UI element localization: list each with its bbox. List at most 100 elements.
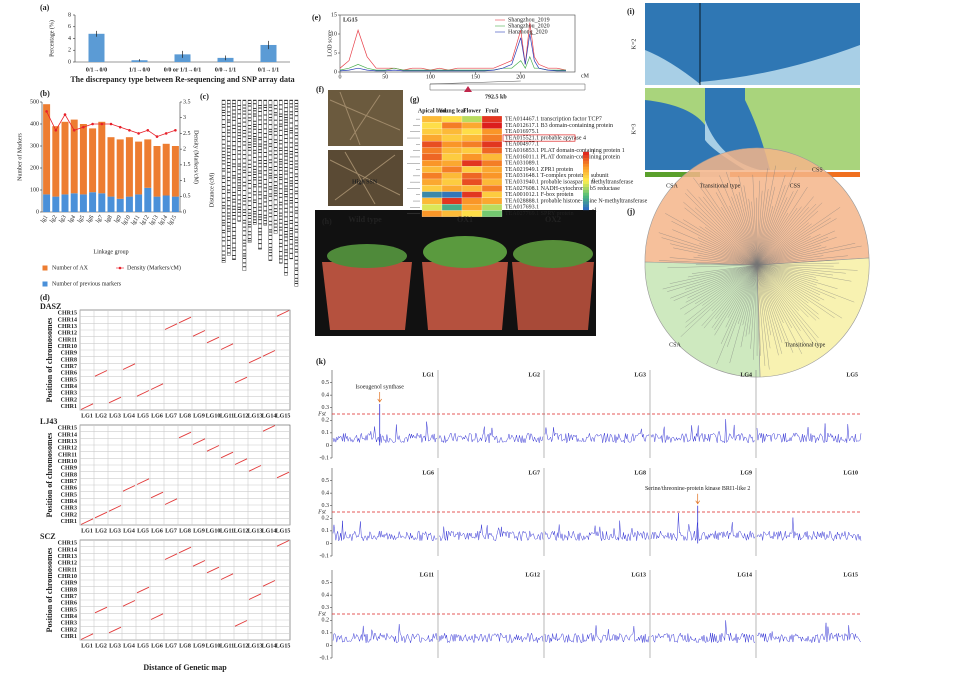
marker-tick — [279, 196, 283, 198]
colorbar-step — [583, 175, 589, 179]
x-tick-label: lg9 — [114, 214, 123, 224]
marker-tick — [258, 239, 262, 241]
branch — [667, 264, 758, 268]
marker-tick — [248, 128, 252, 130]
marker-tick — [268, 100, 272, 101]
marker-tick — [232, 205, 236, 207]
marker-tick — [263, 141, 267, 143]
row-label: TEA016853.1 PLAT domain-containing prote… — [505, 148, 625, 154]
marker-tick — [242, 230, 246, 232]
marker-tick — [284, 200, 288, 202]
marker-tick — [268, 177, 272, 179]
marker-tick — [237, 125, 241, 127]
marker-tick — [258, 182, 262, 184]
branch — [756, 264, 772, 336]
x-tick-label: LG2 — [95, 643, 107, 649]
marker-tick — [222, 168, 226, 170]
y-tick-label: 100 — [30, 187, 39, 193]
marker-tick — [289, 227, 293, 229]
marker-tick — [232, 128, 236, 130]
heat-cell — [421, 160, 443, 167]
synteny-segment — [94, 606, 108, 614]
marker-tick — [253, 222, 257, 223]
y-tick-label: CHR14 — [58, 432, 77, 438]
heat-cell — [461, 141, 483, 148]
marker-tick — [274, 185, 278, 186]
branch — [756, 174, 786, 266]
synteny-segment — [94, 511, 108, 519]
marker-tick — [232, 198, 236, 200]
marker-tick — [253, 171, 257, 173]
marker-tick — [258, 145, 262, 147]
y-tick-label: 0.3 — [322, 605, 330, 611]
marker-tick — [248, 226, 252, 228]
marker-tick — [222, 188, 226, 190]
marker-tick — [242, 113, 246, 115]
marker-tick — [248, 144, 252, 146]
y-tick-label: 10 — [331, 31, 337, 37]
heat-cell — [421, 153, 443, 161]
marker-tick — [248, 166, 252, 168]
lg-label: LG9 — [740, 470, 752, 476]
marker-tick — [268, 220, 272, 222]
heat-cell — [461, 178, 483, 186]
branch — [729, 205, 758, 266]
marker-tick — [222, 109, 226, 111]
marker-tick — [222, 212, 226, 214]
marker-tick — [248, 171, 252, 173]
x-tick-label: LG8 — [179, 528, 191, 534]
marker-tick — [242, 194, 246, 196]
marker-tick — [284, 138, 288, 139]
marker-tick — [237, 109, 241, 111]
marker-tick — [274, 128, 278, 130]
heat-cell — [421, 197, 443, 205]
lg-bar — [258, 99, 262, 250]
x-tick-label: LG4 — [123, 643, 135, 649]
x-tick-label: lg5 — [77, 214, 86, 224]
marker-tick — [263, 133, 267, 135]
marker-tick — [242, 245, 246, 247]
marker-tick — [222, 147, 226, 149]
x-tick-label: lg10 — [121, 214, 132, 226]
branch — [685, 193, 758, 266]
marker-tick — [227, 228, 231, 230]
y-tick-label: 2 — [68, 48, 71, 54]
lg-label: LG13 — [631, 572, 646, 578]
branch — [711, 264, 758, 328]
synteny-segment — [262, 580, 276, 587]
marker-tick — [242, 169, 246, 171]
heat-cell — [461, 160, 483, 167]
branch — [756, 264, 786, 342]
marker-tick — [232, 119, 236, 121]
row-label: TEA031940.1 probable isoaspartyl methylt… — [505, 179, 634, 186]
subplot-title: LJ43 — [40, 417, 57, 426]
marker-tick — [274, 130, 278, 132]
heat-cell — [441, 191, 463, 199]
structure-plot — [645, 3, 860, 177]
marker-tick — [294, 173, 298, 175]
marker-tick — [227, 121, 231, 123]
marker-tick — [232, 186, 236, 188]
branch — [756, 234, 821, 266]
branch — [756, 264, 825, 301]
branch — [756, 264, 843, 319]
marker-tick — [294, 128, 298, 130]
density-point — [72, 128, 76, 132]
y-tick-label: CHR8 — [61, 587, 77, 593]
y-tick-label: 0 — [326, 443, 329, 449]
x-tick-label: lg6 — [86, 214, 95, 224]
branch — [658, 260, 758, 266]
y2-axis-label: Density (Markers/cM) — [193, 130, 200, 184]
y-tick-label: CHR10 — [58, 574, 77, 580]
heat-cell — [461, 128, 483, 136]
x-tick-label: 50 — [382, 74, 388, 80]
density-point — [118, 125, 122, 129]
lg-bar — [289, 99, 294, 260]
marker-tick — [289, 146, 293, 148]
branch — [684, 207, 758, 266]
marker-tick — [242, 219, 246, 221]
branch — [756, 190, 763, 266]
marker-tick — [268, 169, 272, 171]
marker-tick — [253, 136, 257, 138]
column-label: Young leaf — [438, 108, 466, 114]
